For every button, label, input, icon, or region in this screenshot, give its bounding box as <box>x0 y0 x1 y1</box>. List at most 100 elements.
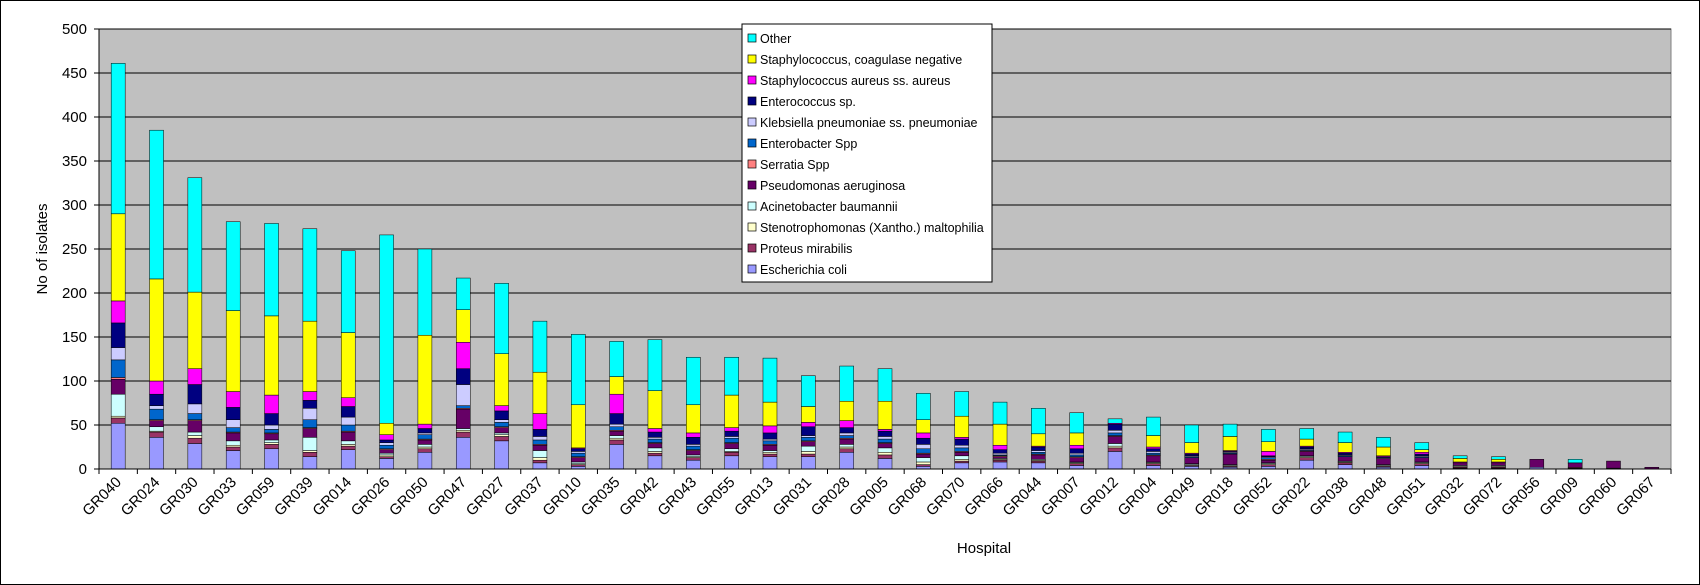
bar-segment <box>149 129 164 280</box>
bar-segment <box>1452 455 1468 459</box>
bar-segment <box>264 433 279 441</box>
x-tick-label: GR024 <box>118 474 164 520</box>
legend-label: Staphylococcus, coagulase negative <box>760 53 962 67</box>
legend-label: Staphylococcus aureus ss. aureus <box>760 74 950 88</box>
bar-segment <box>379 444 394 450</box>
bar-segment <box>417 428 433 434</box>
bar-segment <box>571 404 586 449</box>
bar-segment <box>455 277 471 310</box>
bar-segment <box>954 455 969 460</box>
bar-segment <box>801 445 816 452</box>
bar-segment <box>1069 412 1084 434</box>
bar-segment <box>340 445 356 450</box>
legend-label: Proteus mirabilis <box>760 242 852 256</box>
bar-segment <box>379 439 394 443</box>
x-tick-label: GR033 <box>194 474 240 520</box>
bar-segment <box>302 391 318 401</box>
x-tick-label: GR037 <box>501 474 547 520</box>
bar-segment <box>762 357 778 403</box>
bar-segment <box>1107 418 1123 424</box>
bar-segment <box>1299 457 1315 461</box>
bar-segment <box>686 454 701 457</box>
bar-segment <box>801 456 816 470</box>
bar-segment <box>340 250 356 333</box>
bar-segment <box>686 457 701 461</box>
bar-segment <box>1069 465 1084 470</box>
x-tick-label: GR018 <box>1191 474 1237 520</box>
bar-segment <box>1567 463 1583 468</box>
bar-segment <box>225 391 241 408</box>
bar-segment <box>340 416 356 426</box>
bar-segment <box>532 457 548 461</box>
bar-segment <box>379 458 394 470</box>
bar-segment <box>379 454 394 457</box>
bar-segment <box>110 417 126 424</box>
bar-segment <box>762 452 778 455</box>
bar-segment <box>455 431 471 438</box>
bar-segment <box>340 440 356 445</box>
bar-segment <box>149 405 164 410</box>
bar-segment <box>571 334 586 406</box>
bar-segment <box>532 462 548 470</box>
bar-segment <box>1261 457 1276 460</box>
bar-segment <box>839 446 854 450</box>
bar-segment <box>1184 424 1199 443</box>
y-tick-label: 250 <box>62 241 87 258</box>
bar-segment <box>686 445 701 450</box>
bar-segment <box>494 405 509 412</box>
bar-segment <box>877 452 893 456</box>
bar-segment <box>340 332 356 398</box>
x-tick-label: GR059 <box>233 474 279 520</box>
bar-segment <box>340 397 356 407</box>
bar-segment <box>992 461 1008 470</box>
bar-segment <box>1184 457 1199 464</box>
bar-segment <box>225 446 241 451</box>
bar-segment <box>1376 437 1391 448</box>
bar-segment <box>954 444 969 449</box>
bar-segment <box>532 450 548 458</box>
bar-segment <box>494 410 509 420</box>
x-tick-label: GR032 <box>1421 474 1467 520</box>
bar-segment <box>954 415 969 438</box>
bar-segment <box>379 452 394 456</box>
bar-segment <box>686 356 701 406</box>
legend-swatch <box>747 33 757 43</box>
x-tick-label: GR013 <box>731 474 777 520</box>
bar-segment <box>992 452 1008 456</box>
bar-segment <box>455 405 471 409</box>
x-tick-label: GR042 <box>616 474 662 520</box>
bar-segment <box>1261 459 1276 464</box>
bar-segment <box>839 400 854 421</box>
bar-segment <box>647 431 663 438</box>
bar-segment <box>1107 451 1123 470</box>
bar-segment <box>532 439 548 445</box>
bar-segment <box>571 452 586 457</box>
bar-segment <box>494 283 509 354</box>
bar-segment <box>762 425 778 434</box>
bar-segment <box>187 368 203 385</box>
bar-segment <box>954 460 969 464</box>
bar-segment <box>1146 463 1161 466</box>
bar-segment <box>532 320 548 373</box>
bar-segment <box>187 384 203 405</box>
bar-segment <box>609 423 624 428</box>
bar-segment <box>877 368 893 402</box>
bar-segment <box>647 455 663 470</box>
bar-segment <box>302 320 318 392</box>
bar-segment <box>1337 431 1353 443</box>
bar-segment <box>532 429 548 437</box>
bar-segment <box>455 408 471 429</box>
bar-segment <box>1107 447 1123 452</box>
bar-segment <box>839 427 854 434</box>
bar-segment <box>264 439 279 443</box>
bar-segment <box>877 400 893 430</box>
x-tick-label: GR060 <box>1575 474 1621 520</box>
bar-segment <box>1376 446 1391 457</box>
bar-segment <box>724 430 739 437</box>
bar-segment <box>225 432 241 442</box>
bar-segment <box>149 408 164 420</box>
bar-segment <box>1031 433 1046 447</box>
legend-swatch <box>747 159 757 169</box>
bar-segment <box>379 449 394 454</box>
bar-segment <box>302 408 318 420</box>
